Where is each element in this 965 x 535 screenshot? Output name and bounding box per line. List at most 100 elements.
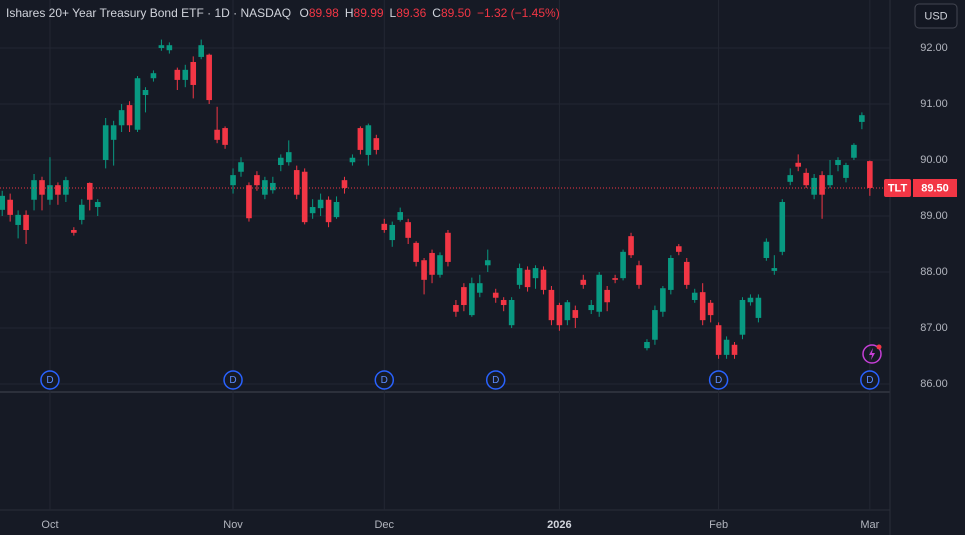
candle-body [763, 241, 770, 258]
candle-body [222, 128, 228, 145]
dividend-label: D [46, 375, 53, 386]
candle-body [341, 180, 348, 188]
dividend-label: D [229, 375, 236, 386]
candle-body [166, 45, 173, 51]
candle-body [540, 269, 547, 290]
candle-body [851, 144, 857, 158]
candle-body [397, 212, 403, 220]
candle-body [843, 165, 849, 178]
legend-title: Ishares 20+ Year Treasury Bond ETF · 1D … [6, 6, 291, 20]
candle-body [389, 224, 396, 241]
x-tick-label: Feb [709, 519, 728, 531]
candle-body [325, 199, 332, 223]
candle-body [644, 341, 650, 349]
legend-key: L [390, 6, 397, 20]
candle-body [71, 229, 77, 233]
currency-button[interactable] [914, 3, 958, 29]
candle-body [867, 161, 873, 188]
dividend-label: D [381, 375, 388, 386]
dividend-marker[interactable] [223, 370, 243, 390]
candle-body [827, 175, 833, 186]
candle-body [293, 170, 300, 195]
candle-body [23, 214, 29, 230]
candle-body [500, 299, 507, 306]
candle-body [278, 157, 284, 166]
price-tag [913, 178, 957, 197]
candle-body [94, 201, 101, 208]
candle-body [79, 204, 85, 220]
candle-body [588, 305, 595, 311]
dividend-marker[interactable] [860, 370, 880, 390]
candle-body [676, 246, 682, 252]
dividend-marker[interactable] [374, 370, 395, 390]
candles [0, 39, 873, 359]
candle-body [652, 310, 658, 340]
candle-body [365, 125, 372, 155]
legend-value: 89.36 [396, 6, 426, 20]
alert-icon[interactable] [862, 344, 882, 364]
x-tick-label: Oct [41, 519, 58, 531]
candle-body [755, 297, 762, 318]
candle-body [110, 125, 117, 140]
candle-body [811, 177, 817, 195]
x-tick-label: Nov [223, 519, 243, 531]
candle-body [437, 255, 443, 275]
y-tick-label: 86.00 [920, 378, 948, 390]
candle-body [39, 180, 45, 195]
candle-body [254, 175, 260, 186]
dividend-marker[interactable] [708, 370, 729, 390]
candle-body [381, 223, 388, 230]
candle-body [429, 252, 435, 275]
candle-body [620, 251, 626, 279]
legend: Ishares 20+ Year Treasury Bond ETF · 1D … [6, 6, 560, 20]
y-tick-label: 88.00 [920, 266, 948, 278]
candle-body [699, 292, 706, 321]
candle-body [317, 199, 324, 209]
candle-body [747, 297, 754, 303]
candle-body [564, 302, 571, 321]
candle-body [556, 305, 563, 326]
candle-body [795, 162, 801, 167]
candle-body [492, 292, 499, 298]
dividend-label: D [866, 375, 873, 386]
legend-value: 89.50 [441, 6, 471, 20]
legend-key: C [432, 6, 441, 20]
candle-body [707, 302, 714, 316]
candle-body [739, 299, 746, 335]
legend-key: O [299, 6, 308, 20]
symbol-label: TLT [888, 182, 908, 194]
y-tick-label: 92.00 [920, 42, 948, 54]
candle-body [484, 260, 491, 266]
candle-body [333, 201, 340, 218]
candle-body [47, 185, 53, 200]
candle-body [516, 268, 523, 285]
candle-body [477, 283, 483, 293]
dividend-marker[interactable] [485, 370, 506, 390]
candle-body [150, 73, 157, 79]
alert-icon-bolt [869, 348, 875, 360]
candle-body [270, 182, 276, 191]
candle-body [86, 182, 93, 200]
legend-change: −1.32 (−1.45%) [477, 6, 560, 20]
candle-body [819, 175, 825, 195]
candle-body [508, 299, 515, 326]
candle-body [612, 278, 618, 280]
candle-body [142, 89, 149, 96]
candle-body [373, 138, 380, 150]
candle-body [238, 162, 244, 172]
candle-body [771, 268, 778, 271]
dividend-marker[interactable] [40, 370, 60, 390]
candle-body [835, 159, 841, 166]
candle-body [230, 175, 236, 186]
candle-body [445, 232, 451, 262]
currency-label[interactable]: USD [924, 10, 947, 22]
candle-body [636, 265, 642, 285]
dividend-label: D [492, 375, 499, 386]
candle-body [580, 279, 587, 285]
y-tick-label: 91.00 [920, 98, 948, 110]
candle-body [158, 45, 165, 48]
symbol-tag [884, 178, 911, 197]
candle-body [691, 292, 698, 300]
candle-body [102, 125, 109, 160]
